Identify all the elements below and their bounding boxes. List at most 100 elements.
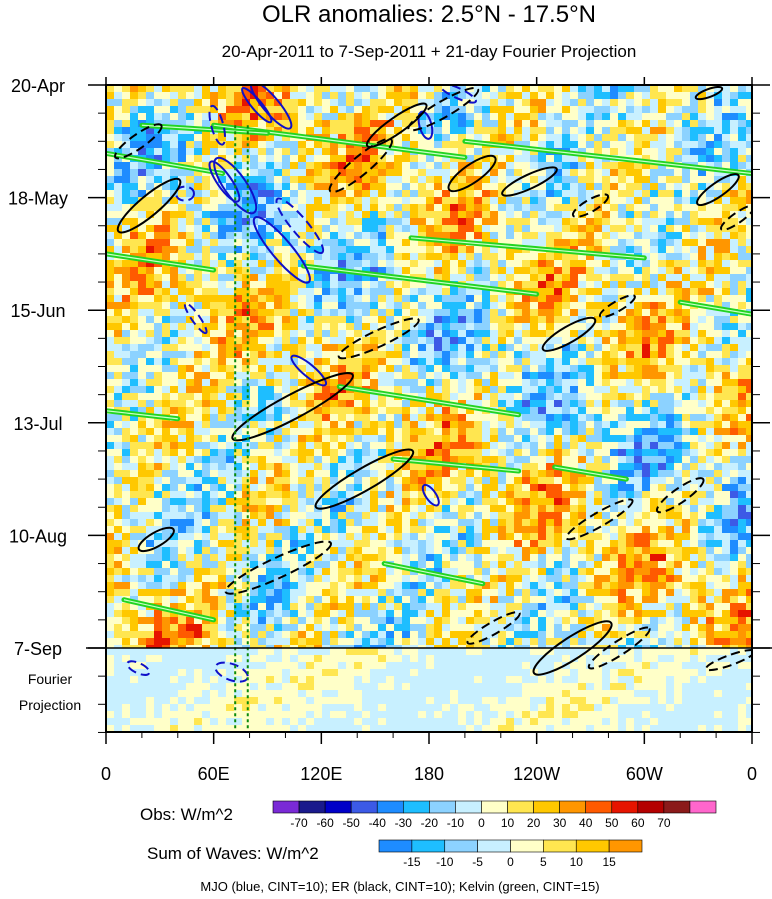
heat-cell: [330, 414, 339, 422]
heat-cell: [186, 274, 195, 282]
heat-cell: [378, 365, 387, 373]
heat-cell: [714, 491, 723, 499]
heat-cell: [154, 435, 163, 443]
heat-cell: [658, 260, 667, 268]
heat-cell: [562, 134, 571, 142]
heat-cell: [578, 309, 587, 317]
heat-cell: [378, 127, 387, 135]
heat-cell: [298, 414, 307, 422]
heat-cell: [554, 484, 563, 492]
heat-cell: [466, 120, 475, 128]
heat-cell: [666, 281, 675, 289]
heat-cell: [162, 456, 171, 464]
heat-cell: [106, 302, 115, 310]
heat-cell: [258, 134, 267, 142]
heat-cell: [290, 316, 299, 324]
heat-cell: [354, 295, 363, 303]
heat-cell: [402, 113, 411, 121]
heat-cell: [146, 246, 155, 254]
heat-cell: [498, 225, 507, 233]
heat-cell: [154, 505, 163, 513]
heat-cell: [130, 358, 139, 366]
heat-cell: [234, 92, 243, 100]
heat-cell: [554, 218, 563, 226]
heat-cell: [322, 85, 331, 93]
heat-cell: [610, 470, 619, 478]
heat-cell: [730, 85, 739, 93]
heat-cell: [658, 155, 667, 163]
heat-cell: [314, 330, 323, 338]
heat-cell: [210, 197, 219, 205]
heat-cell: [258, 421, 267, 429]
heat-cell: [202, 505, 211, 513]
heat-cell: [306, 421, 315, 429]
heat-cell: [186, 295, 195, 303]
heat-cell: [594, 141, 603, 149]
heat-cell: [234, 120, 243, 128]
heat-cell: [354, 449, 363, 457]
heat-cell: [546, 190, 555, 198]
heat-cell: [618, 176, 627, 184]
heat-cell: [370, 337, 379, 345]
heat-cell: [714, 211, 723, 219]
heat-cell: [210, 470, 219, 478]
heat-cell: [674, 239, 683, 247]
heat-cell: [314, 274, 323, 282]
heat-cell: [322, 351, 331, 359]
heat-cell: [602, 204, 611, 212]
heat-cell: [146, 162, 155, 170]
heat-cell: [378, 449, 387, 457]
heat-cell: [114, 386, 123, 394]
heat-cell: [698, 393, 707, 401]
heat-cell: [250, 428, 259, 436]
heat-cell: [402, 505, 411, 513]
heat-cell: [330, 379, 339, 387]
heat-cell: [522, 512, 531, 520]
heat-cell: [498, 295, 507, 303]
heat-cell: [610, 127, 619, 135]
heat-cell: [650, 148, 659, 156]
heat-cell: [282, 204, 291, 212]
heat-cell: [146, 463, 155, 471]
heat-cell: [458, 274, 467, 282]
heat-cell: [146, 393, 155, 401]
heat-cell: [386, 211, 395, 219]
heat-cell: [514, 337, 523, 345]
heat-cell: [610, 190, 619, 198]
heat-cell: [474, 106, 483, 114]
heat-cell: [730, 288, 739, 296]
heat-cell: [706, 505, 715, 513]
heat-cell: [586, 106, 595, 114]
heat-cell: [698, 337, 707, 345]
heat-cell: [114, 372, 123, 380]
heat-cell: [474, 204, 483, 212]
heat-cell: [322, 512, 331, 520]
heat-cell: [490, 491, 499, 499]
heat-cell: [674, 197, 683, 205]
heat-cell: [146, 344, 155, 352]
heat-cell: [394, 190, 403, 198]
heat-cell: [450, 197, 459, 205]
heat-cell: [506, 218, 515, 226]
heat-cell: [562, 106, 571, 114]
heat-cell: [506, 379, 515, 387]
heat-cell: [314, 316, 323, 324]
heat-cell: [146, 99, 155, 107]
heat-cell: [442, 141, 451, 149]
heat-cell: [386, 484, 395, 492]
heat-cell: [210, 246, 219, 254]
heat-cell: [466, 211, 475, 219]
heat-cell: [386, 267, 395, 275]
heat-cell: [306, 372, 315, 380]
heat-cell: [434, 155, 443, 163]
heat-cell: [570, 491, 579, 499]
heat-cell: [642, 211, 651, 219]
heat-cell: [386, 372, 395, 380]
heat-cell: [402, 463, 411, 471]
heat-cell: [498, 456, 507, 464]
heat-cell: [250, 484, 259, 492]
heat-cell: [706, 92, 715, 100]
heat-cell: [650, 484, 659, 492]
heat-cell: [434, 120, 443, 128]
heat-cell: [642, 295, 651, 303]
